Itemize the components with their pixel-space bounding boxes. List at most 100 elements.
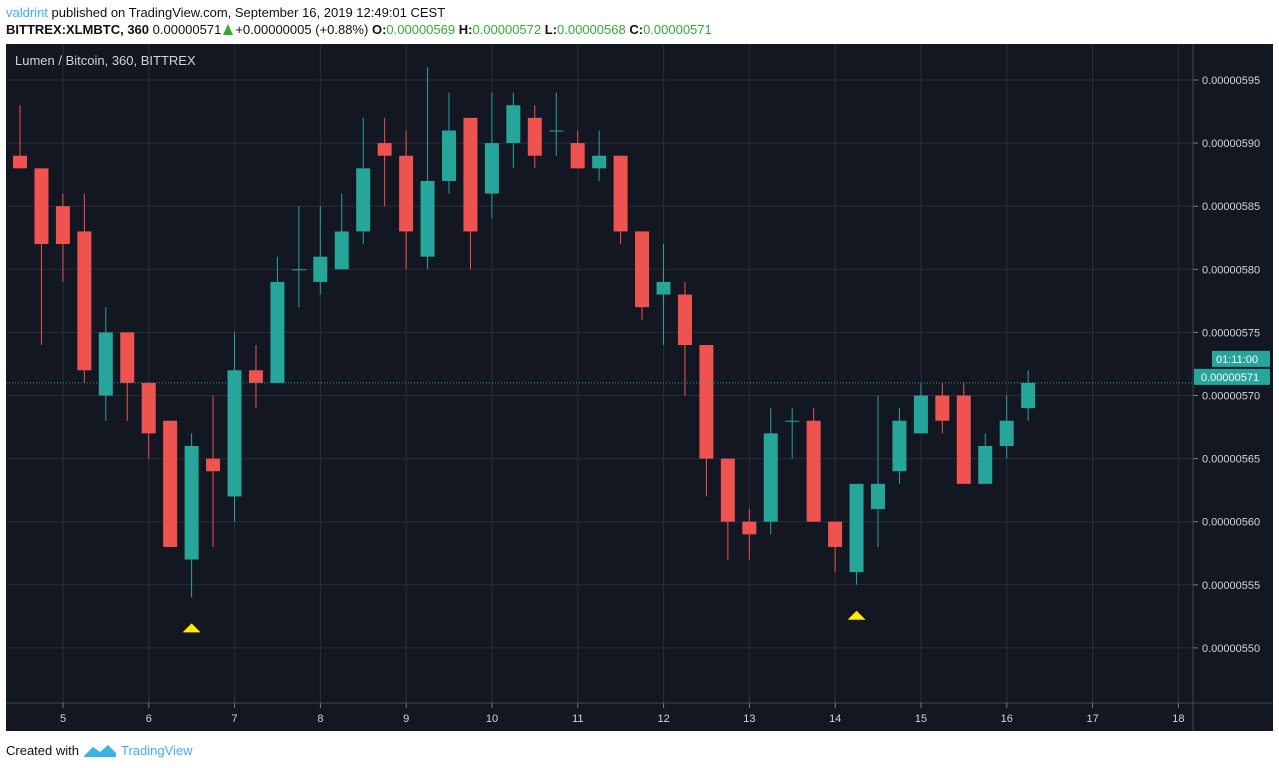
candle-body — [549, 130, 564, 132]
buy-signal-marker — [847, 610, 866, 620]
candle-body — [34, 168, 49, 245]
x-tick-label: 5 — [60, 713, 66, 725]
candle — [635, 231, 650, 320]
close-label: C: — [629, 22, 644, 37]
candle — [55, 193, 70, 282]
candle-body — [184, 445, 199, 560]
candle-body — [635, 231, 650, 308]
candle-body — [356, 168, 371, 232]
candle — [248, 345, 263, 409]
y-tick-label: 0.00000585 — [1202, 201, 1260, 213]
publish-text: published on TradingView.com, September … — [51, 5, 446, 20]
candle-body — [677, 294, 692, 346]
chart-background — [6, 44, 1273, 731]
candle — [742, 509, 757, 560]
y-tick-label: 0.00000555 — [1202, 580, 1260, 592]
candle-body — [227, 370, 242, 497]
price-axis[interactable]: 0.00000550 0.00000555 0.00000560 0.00000565… — [1193, 75, 1260, 655]
candle-body — [785, 420, 800, 422]
candle-body — [742, 521, 757, 535]
candle — [849, 483, 864, 585]
time-axis[interactable]: 5 6 7 8 9 10 11 12 13 14 15 16 17 18 — [60, 703, 1185, 725]
candle-body — [763, 433, 778, 522]
current-price-badge — [1194, 368, 1270, 385]
tradingview-logo-icon — [83, 745, 116, 757]
candle — [206, 395, 221, 547]
markers — [182, 610, 866, 633]
x-tick-label: 7 — [232, 713, 238, 725]
candle — [420, 67, 435, 270]
candle-body — [1021, 382, 1036, 409]
candle-body — [592, 155, 607, 169]
candle — [13, 105, 27, 169]
low-label: L: — [544, 22, 558, 37]
candle — [570, 130, 585, 169]
x-tick-label: 10 — [486, 713, 498, 725]
x-tick-label: 6 — [146, 713, 152, 725]
y-tick-label: 0.00000590 — [1202, 138, 1260, 150]
symbol-info: BITTREX:XLMBTC, 360 0.00000571 +0.0000000… — [6, 22, 712, 37]
candle — [720, 458, 735, 560]
candle — [527, 105, 542, 169]
candle — [120, 332, 135, 421]
candle — [913, 382, 928, 434]
candle — [377, 117, 392, 207]
candle — [163, 420, 178, 547]
candle — [892, 408, 907, 484]
y-tick-label: 0.00000580 — [1202, 264, 1260, 276]
candle-body — [484, 143, 499, 194]
low-value: 0.00000568 — [557, 22, 626, 37]
x-tick-label: 17 — [1086, 713, 1098, 725]
created-with-text: Created with — [6, 742, 79, 758]
candle-body — [506, 105, 521, 144]
x-tick-label: 12 — [657, 713, 669, 725]
candle-body — [613, 155, 628, 232]
candle — [592, 130, 607, 181]
candle-body — [999, 420, 1014, 446]
countdown-badge — [1212, 350, 1270, 367]
x-tick-label: 15 — [915, 713, 927, 725]
candle — [484, 92, 499, 219]
up-arrow-icon — [223, 24, 234, 35]
candle — [313, 206, 328, 295]
candle-body — [141, 382, 156, 434]
author-link[interactable]: valdrint — [6, 5, 48, 20]
candle-body — [978, 445, 993, 484]
x-tick-label: 16 — [1001, 713, 1013, 725]
candle-body — [291, 269, 306, 271]
candle — [356, 117, 371, 245]
current-price-label: 0.00000571 — [1201, 372, 1259, 384]
candle — [806, 408, 821, 522]
candle-body — [420, 180, 435, 257]
open-value: 0.00000569 — [386, 22, 456, 37]
y-tick-label: 0.00000595 — [1202, 75, 1260, 87]
current-price: 0.00000571 01:11:00 — [6, 350, 1270, 385]
candle — [613, 155, 628, 245]
candle-body — [871, 483, 885, 510]
candle-body — [720, 458, 735, 522]
candle — [999, 395, 1014, 459]
candle-body — [527, 117, 542, 156]
candle-body — [699, 345, 714, 459]
candle — [34, 168, 49, 346]
candle — [871, 395, 885, 547]
candle — [506, 92, 521, 169]
tradingview-link[interactable]: TradingView — [120, 742, 193, 758]
x-tick-label: 13 — [743, 713, 755, 725]
candle — [227, 332, 242, 522]
y-tick-label: 0.00000565 — [1202, 454, 1260, 466]
candle-body — [248, 370, 263, 383]
candle-body — [77, 231, 92, 371]
candle-body — [13, 155, 27, 169]
candle — [763, 408, 778, 535]
candle-body — [956, 395, 971, 484]
candle — [978, 433, 993, 484]
candle-body — [55, 206, 70, 245]
candle-body — [399, 155, 414, 232]
candle — [699, 345, 714, 497]
candle — [935, 382, 950, 434]
countdown-label: 01:11:00 — [1216, 354, 1258, 366]
candle-body — [163, 420, 178, 547]
candle-body — [120, 332, 135, 383]
